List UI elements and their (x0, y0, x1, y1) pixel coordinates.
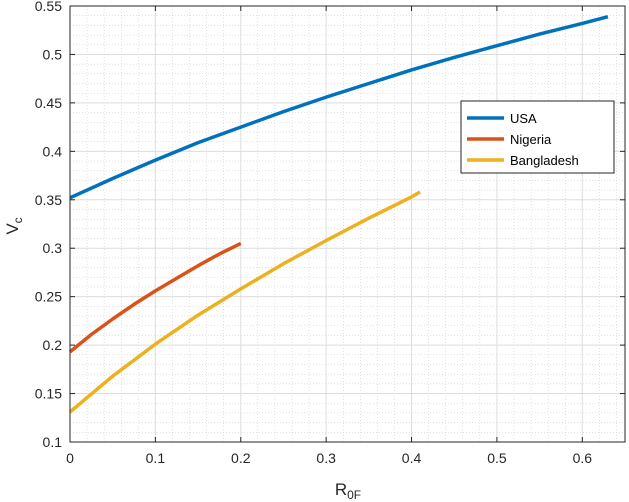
plot-frame (69, 5, 626, 443)
y-axis-ticks: 0.1 0.15 0.2 0.25 0.3 0.35 0.4 0.45 0.5 0.55 (35, 0, 625, 450)
x-axis-label-main: R (335, 480, 347, 499)
y-tick-label: 0.25 (35, 289, 62, 305)
plot-background (70, 6, 625, 442)
x-axis-label: R0F (335, 480, 361, 502)
x-tick-label: 0.1 (146, 450, 166, 466)
series-line-nigeria (68, 241, 242, 354)
x-tick-label: 0.2 (231, 450, 251, 466)
legend: USA Nigeria Bangladesh (460, 100, 615, 174)
legend-label-usa: USA (510, 111, 537, 126)
y-tick-label: 0.3 (43, 240, 63, 256)
series-line-bangladesh (68, 190, 421, 414)
x-axis-ticks: 0 0.1 0.2 0.3 0.4 0.5 0.6 (66, 6, 592, 466)
x-tick-label: 0.3 (316, 450, 336, 466)
x-axis-label-subscript: 0F (347, 488, 361, 502)
y-tick-label: 0.1 (43, 434, 63, 450)
x-tick-label: 0.4 (402, 450, 422, 466)
y-tick-label: 0.35 (35, 192, 62, 208)
y-tick-label: 0.15 (35, 386, 62, 402)
y-tick-label: 0.2 (43, 337, 63, 353)
y-axis-label-main: V (3, 223, 22, 235)
y-axis-label-subscript: c (11, 217, 25, 223)
y-tick-label: 0.4 (43, 143, 63, 159)
x-tick-label: 0.6 (573, 450, 593, 466)
x-tick-label: 0.5 (487, 450, 507, 466)
legend-label-bangladesh: Bangladesh (510, 153, 579, 168)
y-tick-label: 0.5 (43, 46, 63, 62)
series-line-usa (69, 15, 609, 200)
x-tick-label: 0 (66, 450, 74, 466)
y-axis-label: Vc (3, 217, 25, 234)
y-tick-label: 0.55 (35, 0, 62, 14)
y-tick-label: 0.45 (35, 95, 62, 111)
series-layer (68, 15, 609, 414)
legend-label-nigeria: Nigeria (510, 132, 552, 147)
